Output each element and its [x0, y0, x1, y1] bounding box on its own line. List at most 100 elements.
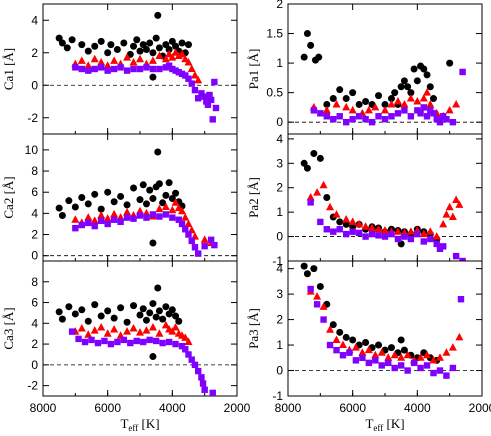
data-point-square: [317, 218, 324, 226]
data-point-circle: [78, 306, 86, 314]
data-point-square: [130, 215, 137, 222]
data-point-square: [178, 220, 186, 228]
data-point-triangle: [426, 99, 435, 108]
data-point-circle: [165, 179, 173, 187]
data-point-square: [162, 64, 170, 71]
data-point-square: [98, 217, 105, 224]
y-tick-label: 1: [276, 338, 283, 352]
data-point-square: [394, 110, 402, 117]
data-point-triangle: [181, 333, 190, 341]
data-point-square: [212, 104, 220, 112]
data-point-triangle: [123, 327, 132, 335]
data-point-square: [381, 233, 389, 240]
data-point-square: [188, 356, 195, 363]
data-point-square: [355, 229, 363, 237]
data-point-circle: [336, 328, 344, 336]
y-axis-title: Pa3 [Å]: [246, 308, 261, 349]
data-point-circle: [113, 46, 121, 53]
panel-pa1: 0 0.5 1 1.5 2 Pa1 [Å]: [246, 0, 483, 135]
data-point-square: [414, 107, 421, 114]
data-point-circle: [387, 95, 395, 103]
data-point-triangle: [348, 217, 357, 225]
data-point-triangle: [110, 56, 119, 64]
data-point-triangle: [445, 105, 454, 114]
data-point-square: [136, 212, 144, 219]
data-point-square: [443, 372, 450, 379]
data-point-square: [123, 214, 131, 221]
data-point-triangle: [400, 99, 409, 108]
panel-pa2: -1 0 1 2 3 4 Pa2 [Å]: [246, 132, 483, 268]
data-point-square: [156, 65, 163, 73]
data-point-circle: [168, 306, 176, 314]
data-point-square: [381, 116, 389, 123]
data-point-square: [459, 257, 466, 261]
data-point-square: [182, 226, 189, 233]
data-point-circle: [84, 47, 92, 55]
data-point-triangle: [161, 54, 170, 63]
data-point-circle: [329, 321, 337, 329]
data-point-square: [207, 96, 215, 104]
data-point-triangle: [97, 322, 106, 331]
data-point-square: [159, 339, 166, 347]
data-point-circle: [84, 200, 92, 208]
data-point-triangle: [381, 225, 389, 234]
data-point-square: [436, 118, 444, 126]
data-point-triangle: [168, 53, 177, 61]
data-point-triangle: [155, 329, 164, 337]
data-point-square: [407, 113, 415, 120]
data-point-circle: [420, 65, 428, 73]
data-point-square: [401, 233, 408, 240]
data-point-triangle: [452, 195, 461, 203]
data-point-circle: [123, 318, 131, 326]
data-point-square: [104, 220, 111, 228]
data-point-circle: [155, 307, 163, 315]
data-point-triangle: [171, 322, 180, 331]
data-point-circle: [391, 89, 399, 97]
data-point-square: [343, 230, 350, 238]
data-point-circle: [397, 83, 405, 91]
data-point-triangle: [103, 329, 112, 337]
data-point-circle: [117, 304, 125, 312]
data-point-square: [104, 67, 111, 74]
data-point-square: [165, 62, 173, 69]
data-point-circle: [430, 95, 437, 103]
data-point-triangle: [332, 99, 341, 108]
data-point-triangle: [168, 205, 177, 214]
x-tick-label: 4000: [404, 401, 431, 415]
data-point-circle: [107, 41, 115, 49]
y-tick-label: 4: [31, 206, 38, 220]
data-point-square: [191, 244, 199, 251]
data-point-square: [307, 199, 314, 206]
data-point-triangle: [326, 202, 335, 211]
data-point-square: [388, 113, 395, 120]
data-point-triangle: [184, 58, 193, 66]
data-point-square: [85, 219, 92, 227]
data-point-triangle: [178, 206, 187, 215]
data-point-triangle: [355, 219, 364, 228]
data-point-circle: [133, 36, 141, 44]
data-point-square: [323, 113, 330, 120]
data-point-triangle: [393, 97, 402, 105]
data-point-circle: [362, 98, 370, 105]
data-point-triangle: [429, 355, 438, 364]
data-point-square: [107, 340, 115, 348]
data-point-square: [407, 235, 415, 243]
data-point-circle: [349, 89, 357, 97]
data-point-triangle: [184, 337, 193, 345]
data-point-circle: [91, 42, 99, 50]
data-point-triangle: [364, 345, 373, 354]
data-point-circle: [342, 95, 350, 103]
data-point-triangle: [155, 51, 164, 59]
data-point-circle: [136, 47, 144, 55]
data-point-triangle: [358, 348, 367, 356]
data-point-circle: [413, 77, 421, 85]
data-point-circle: [123, 201, 131, 209]
data-point-square: [191, 86, 199, 94]
data-point-square: [91, 222, 98, 230]
data-point-circle: [303, 30, 311, 38]
data-point-circle: [154, 11, 162, 19]
y-axis-title: Ca1 [Å]: [1, 48, 16, 90]
data-point-triangle: [97, 58, 106, 66]
panel-ca1: -2 0 2 4 Ca1 [Å]: [1, 3, 238, 135]
y-tick-label: -1: [272, 389, 283, 403]
